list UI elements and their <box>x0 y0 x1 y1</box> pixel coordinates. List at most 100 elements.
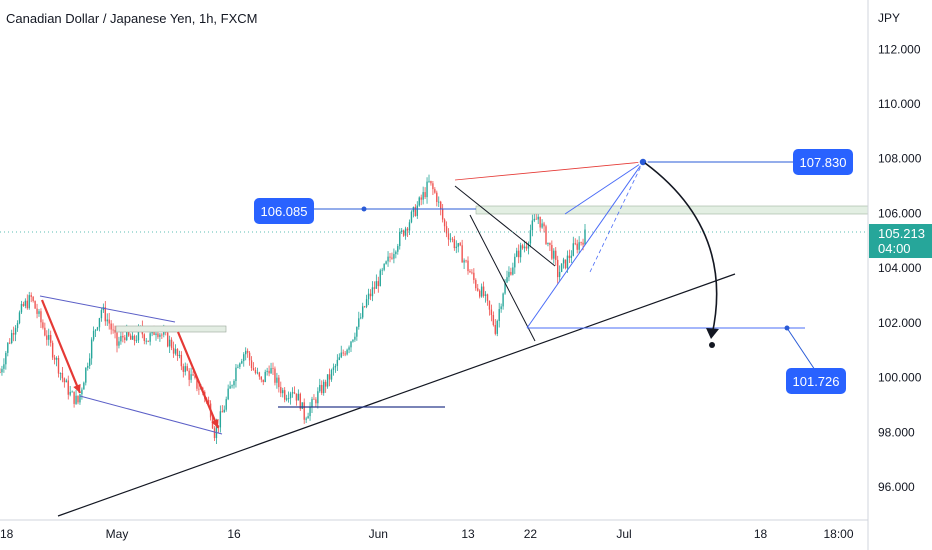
candle-body <box>12 333 15 335</box>
candle-body <box>57 358 60 374</box>
candle-body <box>365 299 368 307</box>
candle-body <box>11 333 13 343</box>
candle-body <box>32 296 34 302</box>
candle-body <box>128 329 130 336</box>
candle-body <box>459 243 461 246</box>
candle-body <box>436 192 438 202</box>
candle-body <box>480 286 483 297</box>
candle-body <box>570 255 573 258</box>
channel-top-line <box>39 295 176 323</box>
candle-body <box>94 329 97 331</box>
candle-body <box>124 337 126 341</box>
candle-body <box>3 364 5 369</box>
x-tick-label: Jun <box>369 527 388 541</box>
candle-body <box>289 393 292 399</box>
candle-body <box>126 329 128 341</box>
candle-body <box>100 310 103 319</box>
candle-body <box>375 281 378 289</box>
candle-body <box>438 201 440 203</box>
candle-body <box>498 309 500 321</box>
candle-body <box>106 319 108 322</box>
y-tick-label: 104.000 <box>878 261 922 275</box>
candle-body <box>367 293 370 300</box>
candle-body <box>270 368 272 374</box>
x-tick-label: May <box>106 527 129 541</box>
candle-body <box>256 372 259 374</box>
candle-body <box>371 287 374 297</box>
candle-body <box>447 233 450 240</box>
candle-body <box>578 242 580 250</box>
candle-body <box>135 340 138 342</box>
candle-body <box>28 295 30 309</box>
candle-body <box>356 326 358 337</box>
x-tick-label: 18 <box>0 527 14 541</box>
candle-body <box>510 271 512 275</box>
candle-body <box>65 380 67 383</box>
candle-body <box>44 327 46 336</box>
candle-body <box>0 372 1 374</box>
candle-body <box>332 367 335 371</box>
candle-body <box>401 230 403 232</box>
resistance-zone-right <box>475 205 869 215</box>
candle-body <box>369 293 372 297</box>
candle-body <box>114 329 116 333</box>
resistance-red-line <box>454 161 644 181</box>
y-tick-label: 112.000 <box>878 42 921 56</box>
candle-body <box>1 368 3 373</box>
candle-body <box>537 216 539 220</box>
candle-body <box>297 393 300 401</box>
candle-body <box>235 367 237 382</box>
candle-body <box>317 391 319 404</box>
candle-body <box>116 332 118 346</box>
candle-body <box>182 366 184 372</box>
candle-body <box>161 334 163 336</box>
y-tick-label: 102.000 <box>878 316 922 330</box>
candle-body <box>266 370 268 372</box>
candle-body <box>239 363 241 367</box>
y-tick-label: 110.000 <box>878 97 921 111</box>
candle-body <box>268 370 270 374</box>
candle-body <box>338 357 340 360</box>
label-101726: 101.726 <box>793 374 840 389</box>
candle-body <box>500 306 502 310</box>
candle-body <box>383 263 385 270</box>
candle-body <box>346 349 348 355</box>
candle-series <box>0 174 586 445</box>
chart-title: Canadian Dollar / Japanese Yen, 1h, FXCM <box>6 11 258 26</box>
candle-body <box>441 209 444 220</box>
candle-body <box>69 391 71 395</box>
candle-body <box>159 334 161 337</box>
candle-body <box>566 255 569 269</box>
candle-body <box>245 350 247 355</box>
candle-body <box>7 342 9 353</box>
level-101-connector <box>786 327 816 371</box>
candle-body <box>354 336 356 340</box>
candle-body <box>580 242 582 244</box>
candle-body <box>330 370 333 380</box>
candle-body <box>484 294 487 296</box>
y-tick-label: 100.000 <box>878 371 922 385</box>
curved-down-arrow <box>644 162 718 336</box>
candle-body <box>309 406 311 417</box>
candle-body <box>89 358 91 366</box>
y-tick-label: 98.000 <box>878 425 915 439</box>
candle-body <box>108 319 110 324</box>
candle-body <box>432 183 434 190</box>
label-106085: 106.085 <box>261 204 308 219</box>
candle-body <box>120 335 122 342</box>
candle-body <box>81 389 83 395</box>
candle-body <box>26 300 28 309</box>
candle-body <box>167 332 169 347</box>
candle-body <box>280 387 282 394</box>
candle-body <box>129 335 132 340</box>
y-tick-label: 108.000 <box>878 152 922 166</box>
candle-body <box>461 245 463 263</box>
candle-body <box>414 207 417 216</box>
candle-body <box>264 371 266 383</box>
candle-body <box>379 270 381 287</box>
candle-body <box>16 323 19 329</box>
candle-body <box>572 243 574 256</box>
candle-body <box>196 377 198 389</box>
